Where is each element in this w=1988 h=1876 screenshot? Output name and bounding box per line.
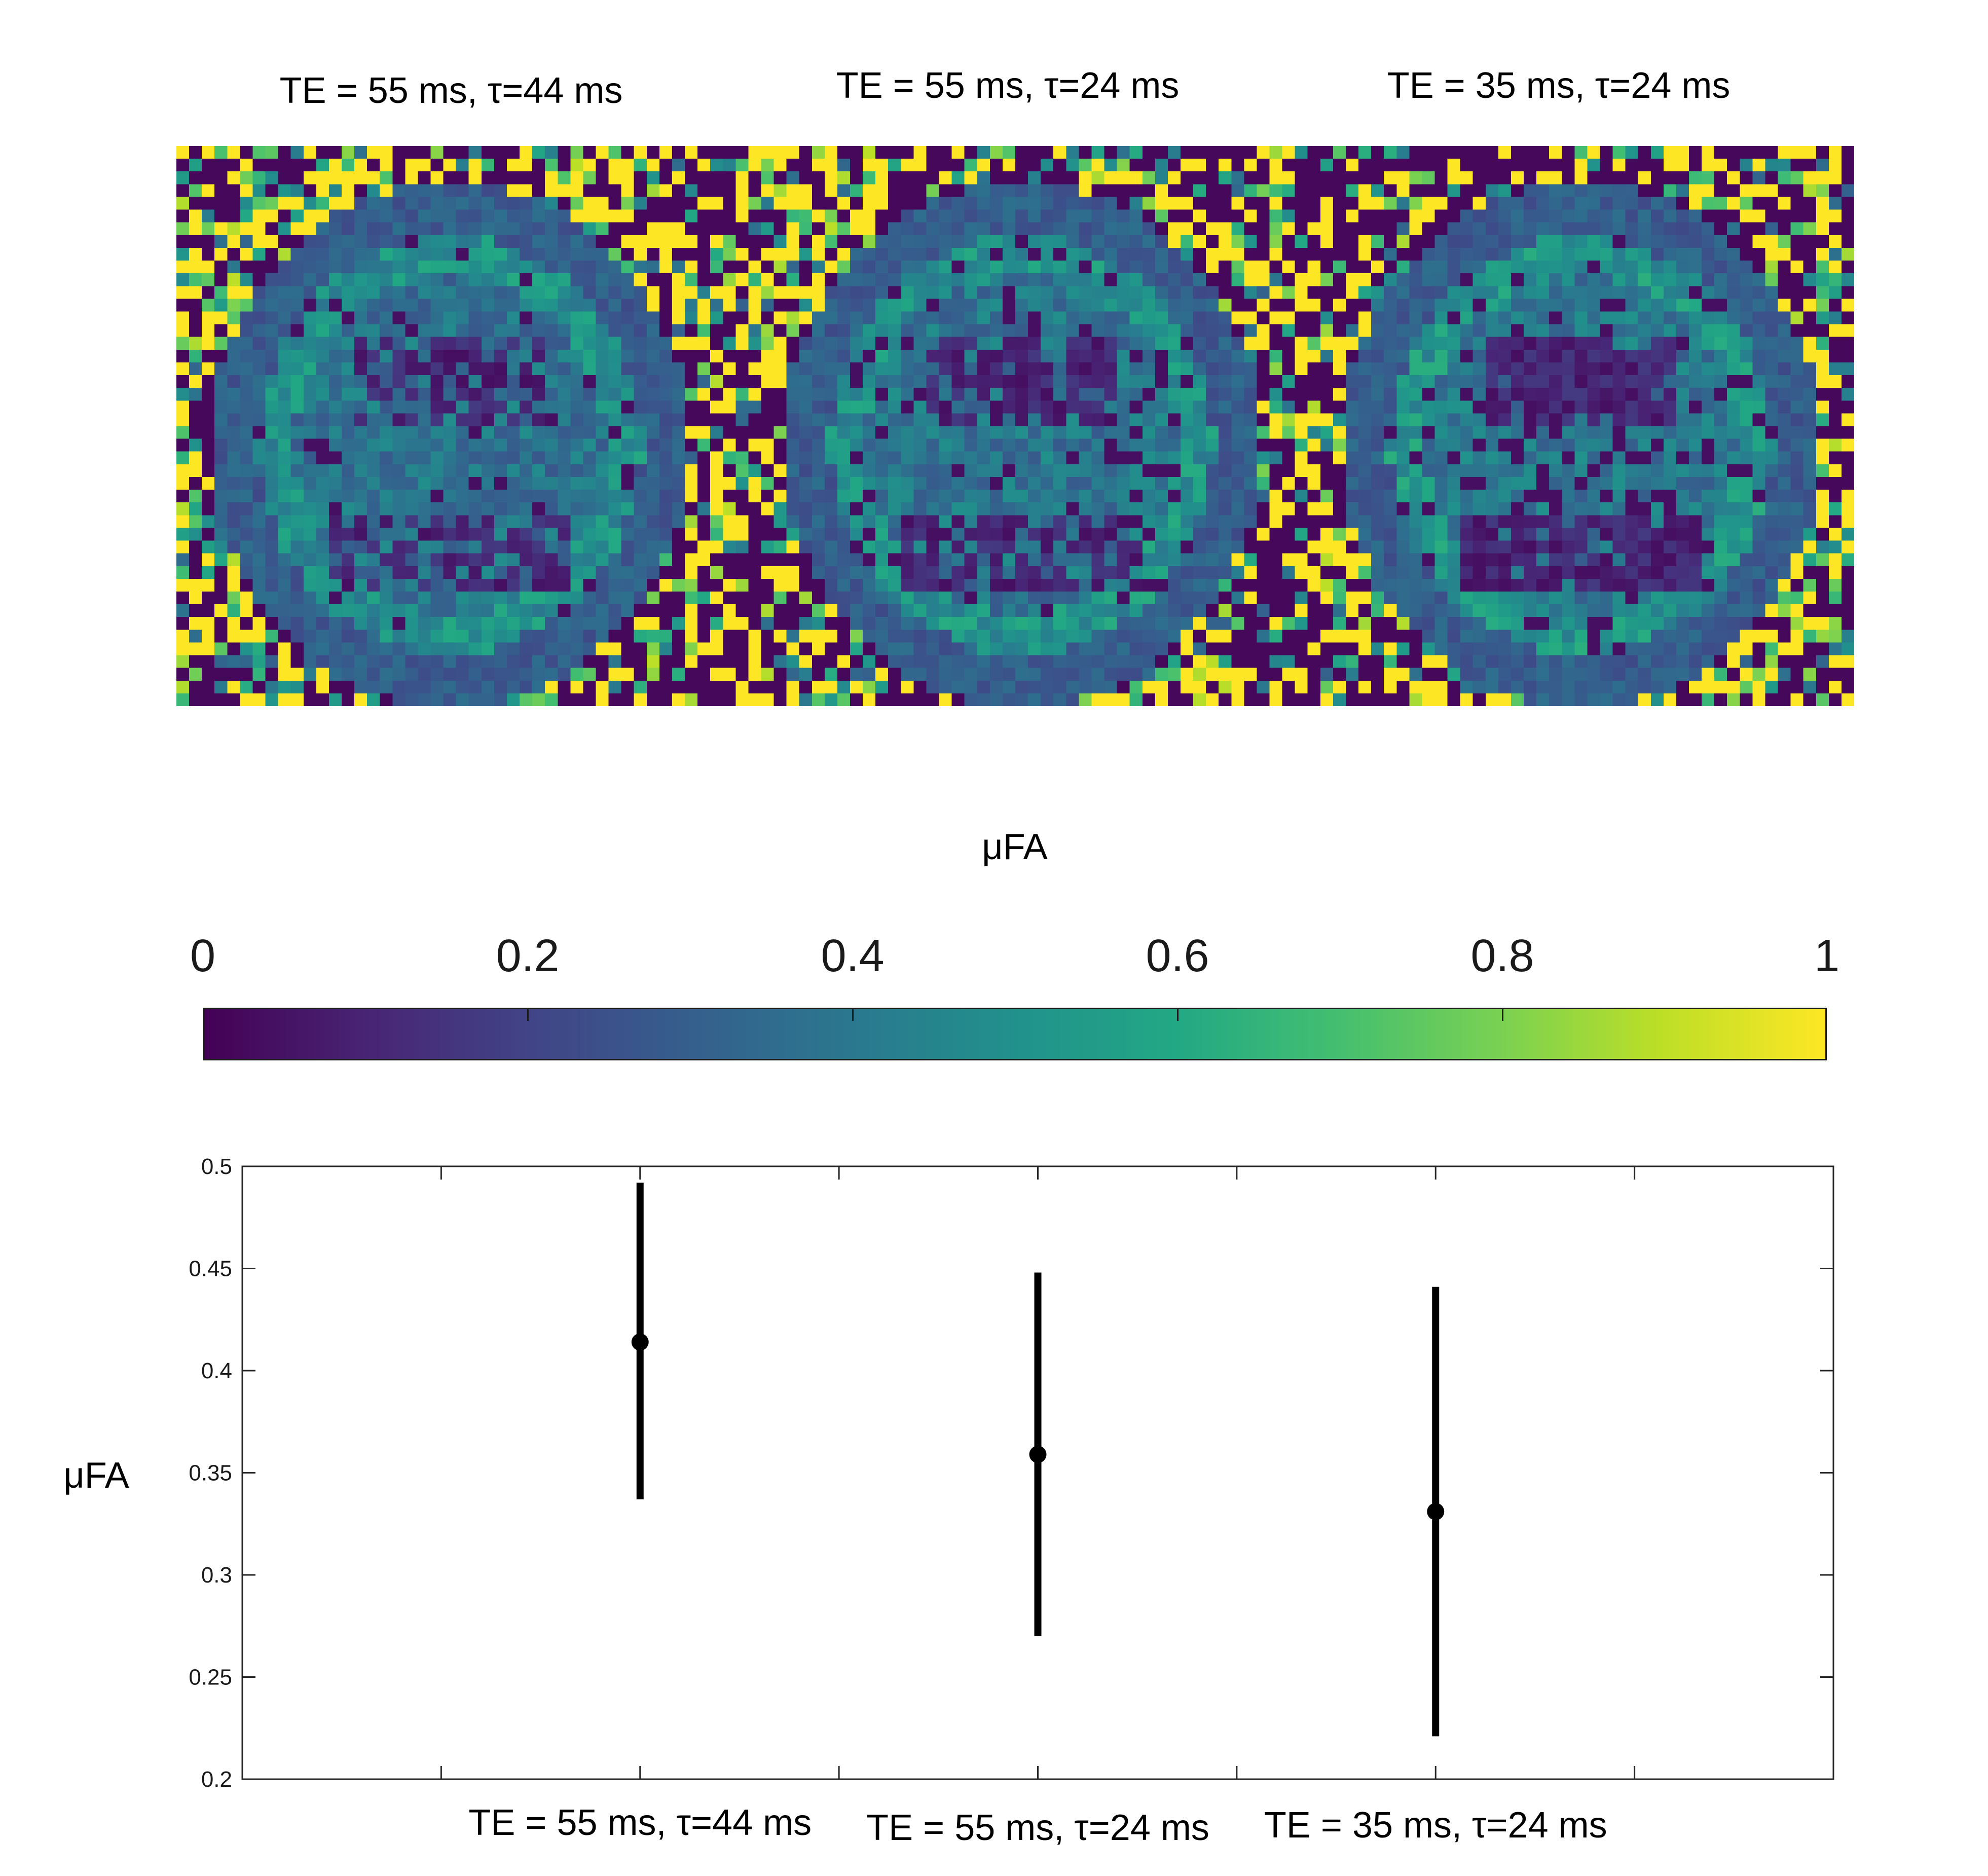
colorbar-tick-mark xyxy=(1502,1008,1503,1021)
data-point xyxy=(1029,1446,1047,1463)
colorbar-tick-mark xyxy=(852,1008,854,1021)
y-tick-label: 0.25 xyxy=(189,1665,232,1690)
x-category-label: TE = 35 ms, τ=24 ms xyxy=(1264,1805,1607,1846)
colorbar-tick-label: 0.8 xyxy=(1470,931,1534,981)
y-tick-label: 0.2 xyxy=(201,1767,232,1792)
colorbar-tick-label: 0 xyxy=(190,931,216,981)
x-category-label: TE = 55 ms, τ=24 ms xyxy=(866,1808,1209,1848)
data-point xyxy=(1427,1503,1445,1521)
y-tick-label: 0.4 xyxy=(201,1358,232,1383)
y-tick-label: 0.5 xyxy=(201,1154,232,1179)
colorbar-tick-label: 1 xyxy=(1814,931,1840,981)
colorbar-tick-label: 0.2 xyxy=(496,931,560,981)
y-tick-label: 0.3 xyxy=(201,1563,232,1588)
ufa-maps-image xyxy=(176,146,1854,706)
y-axis-ticks: 0.2 0.25 0.3 0.35 0.4 0.45 0.5 xyxy=(189,1154,1833,1792)
map-title-3: TE = 35 ms, τ=24 ms xyxy=(1387,65,1731,106)
x-category-label: TE = 55 ms, τ=44 ms xyxy=(468,1803,812,1843)
colorbar-tick-mark xyxy=(527,1008,529,1021)
map-title-2: TE = 55 ms, τ=24 ms xyxy=(836,65,1180,106)
colorbar-tick-label: 0.4 xyxy=(821,931,885,981)
x-axis-ticks: TE = 55 ms, τ=44 ms TE = 55 ms, τ=24 ms TE… xyxy=(440,1166,1636,1848)
colorbar-tick-mark xyxy=(1177,1008,1179,1021)
y-axis-label: μFA xyxy=(63,1455,129,1496)
y-tick-label: 0.45 xyxy=(189,1257,232,1281)
data-point xyxy=(631,1333,649,1351)
colorbar xyxy=(203,1008,1827,1060)
colorbar-tick-label: 0.6 xyxy=(1146,931,1209,981)
error-bars xyxy=(631,1183,1445,1737)
y-tick-label: 0.35 xyxy=(189,1461,232,1486)
map-title-1: TE = 55 ms, τ=44 ms xyxy=(279,70,623,111)
colorbar-title: μFA xyxy=(982,827,1048,867)
